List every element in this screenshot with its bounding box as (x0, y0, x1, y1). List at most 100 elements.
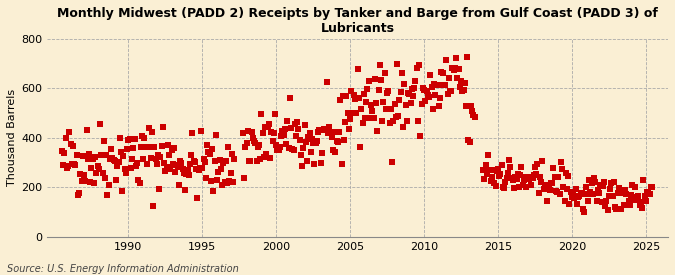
Point (251, 159, 262, 163)
Point (628, 198, 639, 203)
Point (306, 137, 317, 141)
Point (499, 186, 510, 190)
Point (608, 194, 618, 198)
Point (530, 165, 541, 169)
Point (90, 155, 101, 159)
Point (585, 190, 596, 194)
Point (431, 82, 442, 87)
Point (562, 186, 572, 191)
Point (379, 71, 390, 75)
Point (553, 175, 564, 179)
Point (421, 89, 432, 94)
Point (618, 203, 629, 208)
Point (638, 178, 649, 183)
Point (87, 157, 98, 161)
Point (99, 138, 109, 143)
Point (344, 127, 354, 132)
Point (199, 160, 210, 164)
Point (169, 146, 180, 151)
Point (277, 129, 288, 134)
Point (105, 157, 115, 162)
Point (84, 152, 95, 156)
Point (75, 171, 86, 176)
Point (579, 210, 590, 214)
Point (378, 100, 389, 104)
Point (160, 168, 171, 173)
Point (526, 183, 537, 188)
Point (572, 201, 583, 206)
Point (641, 199, 651, 203)
Point (118, 154, 129, 158)
Point (393, 114, 404, 118)
Point (566, 195, 577, 199)
Point (305, 150, 316, 155)
Point (572, 194, 583, 199)
Point (464, 140, 475, 144)
Point (292, 120, 302, 125)
Point (450, 65, 460, 70)
Point (447, 66, 458, 70)
Point (142, 145, 153, 149)
Point (153, 153, 163, 158)
Point (112, 164, 123, 168)
Point (146, 130, 157, 134)
Point (172, 165, 183, 169)
Point (271, 143, 281, 147)
Point (107, 155, 118, 160)
Point (350, 97, 360, 101)
Point (238, 130, 248, 135)
Point (361, 100, 372, 105)
Point (394, 98, 405, 102)
Point (556, 160, 566, 164)
Point (396, 90, 406, 95)
Point (559, 199, 570, 203)
Point (502, 176, 512, 180)
Point (215, 167, 226, 171)
Point (614, 186, 624, 190)
Point (257, 131, 268, 135)
Point (145, 155, 156, 160)
Point (606, 181, 617, 186)
Point (517, 183, 528, 187)
Point (290, 121, 300, 126)
Point (354, 144, 365, 149)
Point (117, 189, 128, 193)
Point (358, 91, 369, 96)
Point (437, 71, 448, 76)
Point (367, 109, 378, 114)
Point (599, 180, 610, 184)
Point (191, 166, 202, 171)
Point (587, 181, 597, 186)
Point (72, 153, 82, 158)
Point (460, 81, 470, 86)
Point (254, 143, 265, 147)
Point (510, 175, 520, 179)
Point (66, 162, 77, 166)
Point (65, 142, 76, 147)
Point (241, 141, 252, 145)
Point (439, 83, 450, 87)
Point (457, 89, 468, 94)
Point (269, 112, 280, 116)
Point (643, 191, 654, 196)
Point (509, 186, 520, 190)
Point (144, 126, 155, 130)
Point (406, 87, 417, 91)
Point (466, 109, 477, 113)
Point (123, 138, 134, 142)
Point (138, 156, 148, 161)
Point (454, 85, 465, 90)
Point (515, 173, 526, 177)
Point (392, 62, 402, 67)
Point (200, 176, 211, 181)
Point (511, 177, 522, 182)
Point (136, 134, 147, 138)
Point (398, 124, 408, 129)
Point (387, 160, 398, 165)
Point (213, 170, 223, 174)
Point (639, 194, 650, 198)
Point (487, 175, 497, 180)
Point (529, 173, 539, 177)
Point (85, 179, 96, 184)
Point (505, 165, 516, 169)
